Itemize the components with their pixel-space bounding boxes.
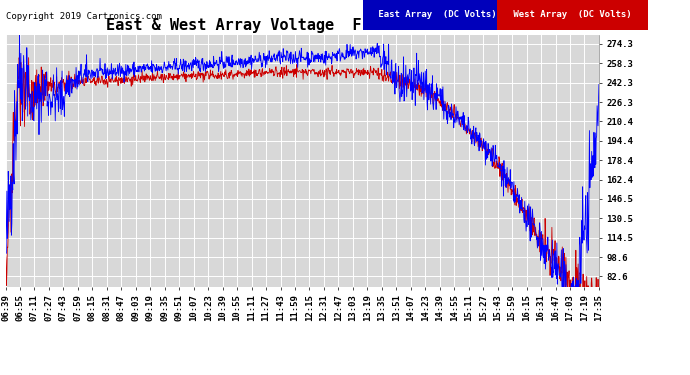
Text: West Array  (DC Volts): West Array (DC Volts) [508, 10, 637, 19]
Text: Copyright 2019 Cartronics.com: Copyright 2019 Cartronics.com [6, 12, 161, 21]
Text: East Array  (DC Volts): East Array (DC Volts) [373, 10, 502, 19]
Title: East & West Array Voltage  Fri Mar 1  17:35: East & West Array Voltage Fri Mar 1 17:3… [106, 17, 498, 33]
